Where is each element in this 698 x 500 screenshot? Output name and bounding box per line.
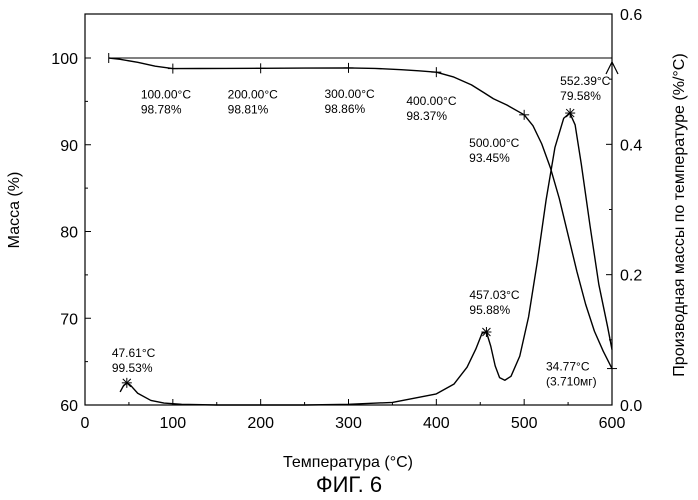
y2-axis-title: Производная массы по температуре (%/°C) <box>671 53 688 376</box>
annotation-label: 47.61°C <box>112 346 156 360</box>
y2-tick-label: 0.4 <box>620 137 642 154</box>
y2-tick-label: 0.0 <box>620 398 642 415</box>
x-tick-label: 400 <box>423 415 450 432</box>
x-tick-label: 500 <box>511 415 538 432</box>
annotation-label: 93.45% <box>469 151 510 165</box>
y-tick-label: 90 <box>60 138 78 155</box>
annotation-label: 98.86% <box>325 102 366 116</box>
y-tick-label: 80 <box>60 225 78 242</box>
annotation-label: 98.37% <box>406 109 447 123</box>
annotation-label: (3.710мг) <box>546 375 597 389</box>
x-tick-label: 200 <box>247 415 274 432</box>
derivative-series-line <box>120 113 612 405</box>
x-tick-label: 0 <box>81 415 90 432</box>
x-tick-label: 100 <box>159 415 186 432</box>
annotation-label: 300.00°C <box>325 87 376 101</box>
annotation-label: 200.00°C <box>228 87 279 101</box>
annotation-label: 79.58% <box>560 89 601 103</box>
annotations: 100.00°C98.78% 200.00°C98.81% 300.00°C98.8… <box>112 63 617 389</box>
annotation-label: 98.81% <box>228 102 269 116</box>
annotation-label: 95.88% <box>469 303 510 317</box>
annotation-label: 552.39°C <box>560 74 611 88</box>
x-tick-label: 600 <box>599 415 626 432</box>
figure-caption: ФИГ. 6 <box>316 472 382 497</box>
annotation-label: 400.00°C <box>406 94 457 108</box>
annotation-label: 34.77°C <box>546 360 590 374</box>
y2-tick-label: 0.6 <box>620 7 642 24</box>
y2-tick-label: 0.2 <box>620 268 642 285</box>
annotation-label: 457.03°C <box>469 288 520 302</box>
x-axis-title: Температура (°C) <box>283 454 413 471</box>
y-tick-label: 60 <box>60 398 78 415</box>
annotation-label: 100.00°C <box>141 88 192 102</box>
y-tick-label: 70 <box>60 311 78 328</box>
annotation-label: 500.00°C <box>469 136 520 150</box>
x-tick-label: 300 <box>335 415 362 432</box>
y-axis-title: Масса (%) <box>6 172 23 249</box>
annotation-label: 99.53% <box>112 361 153 375</box>
annotation-label: 98.78% <box>141 103 182 117</box>
y-tick-label: 100 <box>51 51 78 68</box>
